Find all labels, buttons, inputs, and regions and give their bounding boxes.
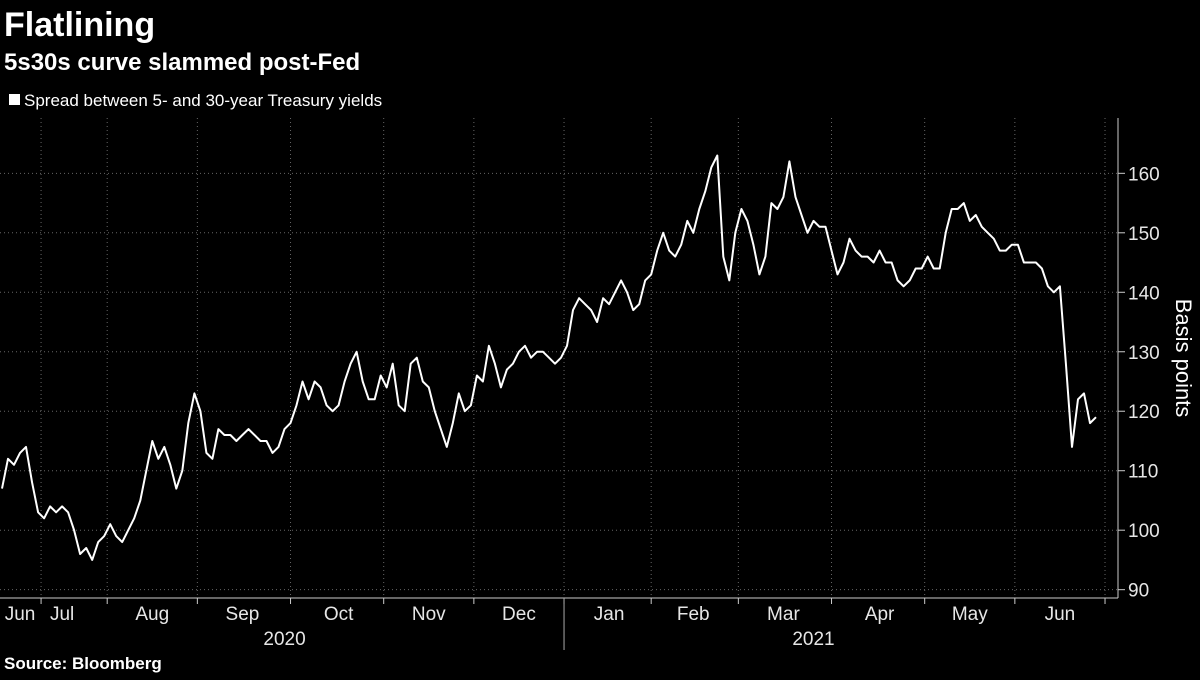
y-tick-label: 130	[1128, 343, 1160, 364]
x-tick-label: Jun	[1045, 604, 1076, 625]
x-tick-label: Apr	[865, 604, 895, 625]
x-tick-label: Jan	[594, 604, 625, 625]
x-year-label: 2020	[263, 629, 305, 650]
x-tick-label: Jul	[50, 604, 74, 625]
x-tick-label: Dec	[502, 604, 536, 625]
legend-label: Spread between 5- and 30-year Treasury y…	[24, 91, 382, 110]
y-axis-label: Basis points	[1171, 299, 1196, 418]
y-tick-label: 150	[1128, 224, 1160, 245]
x-tick-label: Aug	[135, 604, 169, 625]
y-tick-label: 110	[1128, 462, 1158, 483]
x-tick-label: Jun	[5, 604, 36, 625]
y-tick-label: 140	[1128, 283, 1160, 304]
y-tick-label: 100	[1128, 521, 1160, 542]
legend-swatch	[9, 94, 20, 105]
x-tick-label: Sep	[226, 604, 260, 625]
x-tick-label: Nov	[412, 604, 446, 625]
x-year-label: 2021	[792, 629, 834, 650]
series-line	[1, 154, 1097, 561]
x-tick-label: Feb	[677, 604, 710, 625]
y-tick-label: 90	[1128, 581, 1149, 602]
chart-title: Flatlining	[4, 6, 155, 44]
x-tick-label: Mar	[767, 604, 800, 625]
x-tick-label: May	[952, 604, 988, 625]
source: Source: Bloomberg	[4, 654, 162, 673]
y-tick-label: 160	[1128, 164, 1160, 185]
x-tick-label: Oct	[324, 604, 354, 625]
y-tick-label: 120	[1128, 402, 1160, 423]
chart-subtitle: 5s30s curve slammed post-Fed	[4, 49, 360, 76]
